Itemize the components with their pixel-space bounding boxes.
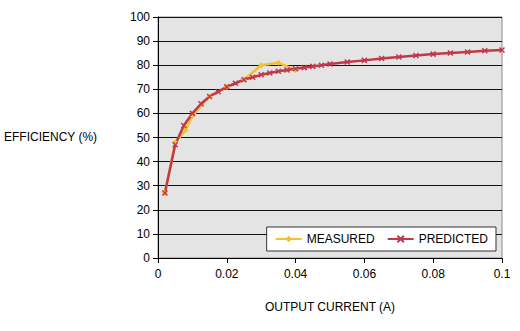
svg-text:100: 100: [130, 10, 150, 24]
svg-text:OUTPUT CURRENT (A): OUTPUT CURRENT (A): [265, 300, 395, 314]
svg-text:0.06: 0.06: [353, 267, 377, 281]
svg-text:60: 60: [137, 106, 151, 120]
svg-text:50: 50: [137, 131, 151, 145]
svg-text:80: 80: [137, 58, 151, 72]
svg-text:MEASURED: MEASURED: [307, 232, 375, 246]
svg-text:0.1: 0.1: [494, 267, 511, 281]
svg-text:20: 20: [137, 203, 151, 217]
svg-text:30: 30: [137, 179, 151, 193]
svg-text:PREDICTED: PREDICTED: [419, 232, 489, 246]
svg-text:0.02: 0.02: [215, 267, 239, 281]
svg-text:0: 0: [155, 267, 162, 281]
svg-text:0.04: 0.04: [284, 267, 308, 281]
svg-text:0.08: 0.08: [422, 267, 446, 281]
svg-text:0: 0: [143, 251, 150, 265]
svg-text:90: 90: [137, 34, 151, 48]
svg-text:40: 40: [137, 155, 151, 169]
svg-text:10: 10: [137, 227, 151, 241]
svg-text:70: 70: [137, 82, 151, 96]
svg-text:EFFICIENCY (%): EFFICIENCY (%): [4, 130, 97, 144]
